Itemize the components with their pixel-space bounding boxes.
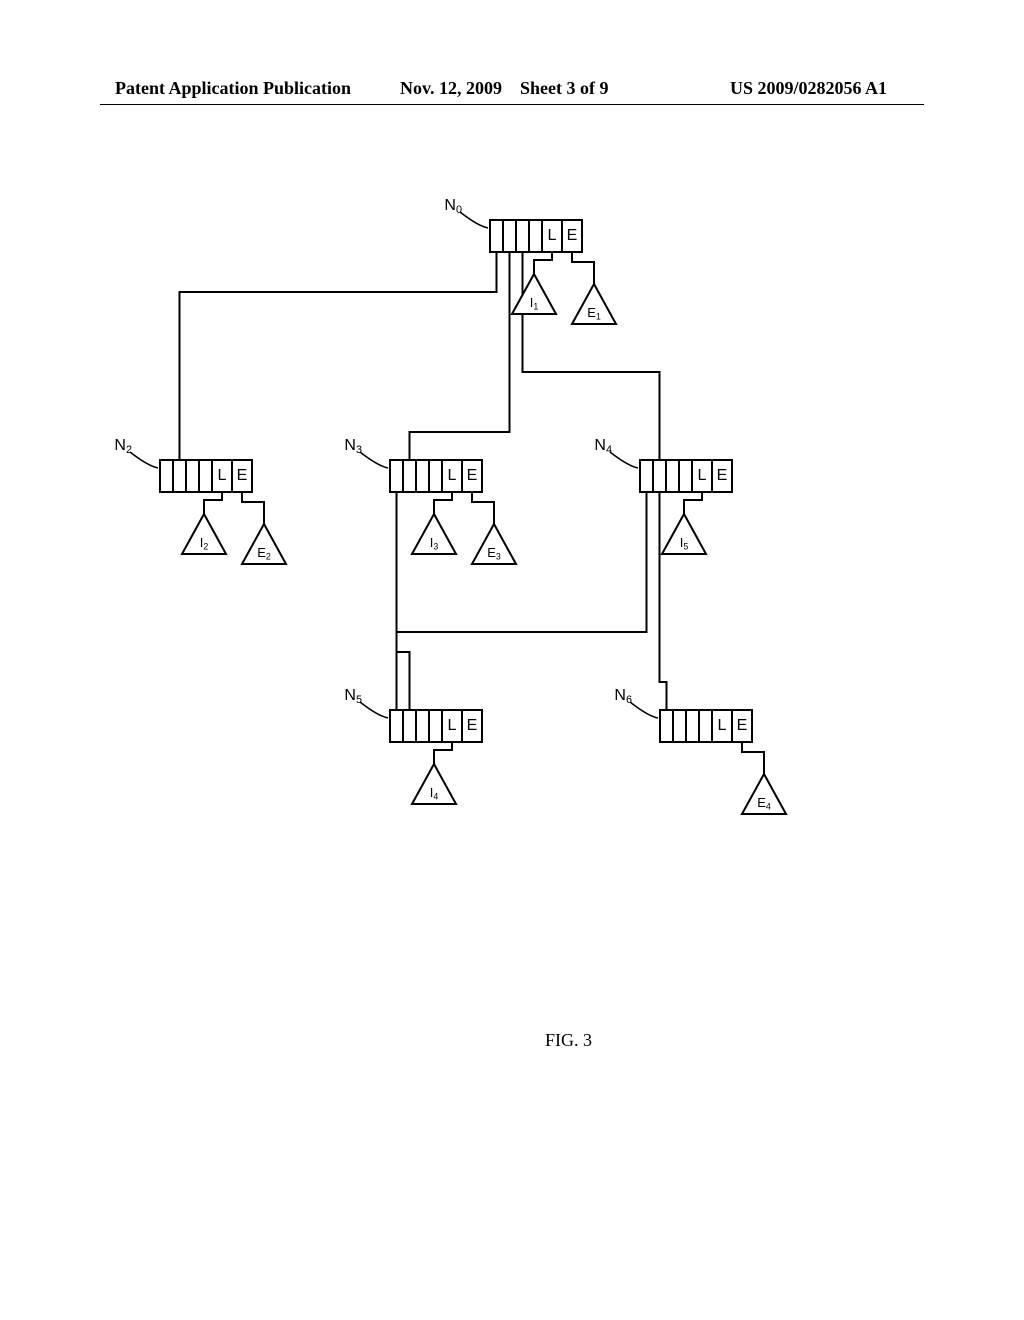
node-N0: LEN0I1E1 <box>444 197 616 324</box>
svg-text:E: E <box>717 467 728 484</box>
node-N2: LEN2I2E2 <box>114 437 286 564</box>
header-date: Nov. 12, 2009 Sheet 3 of 9 <box>400 78 609 99</box>
svg-text:E: E <box>467 717 478 734</box>
svg-text:E: E <box>237 467 248 484</box>
patent-page: Patent Application Publication Nov. 12, … <box>0 0 1024 1320</box>
node-N3: LEN3I3E3 <box>344 437 516 564</box>
svg-text:L: L <box>448 467 457 484</box>
header-pubnum: US 2009/0282056 A1 <box>730 78 887 99</box>
svg-text:N5: N5 <box>344 687 362 706</box>
svg-text:L: L <box>218 467 227 484</box>
header-sheet-text: Sheet 3 of 9 <box>520 78 609 98</box>
svg-text:E: E <box>737 717 748 734</box>
svg-text:N3: N3 <box>344 437 362 456</box>
header-rule <box>100 104 924 105</box>
svg-text:N4: N4 <box>594 437 612 456</box>
svg-text:E: E <box>567 227 578 244</box>
svg-text:N6: N6 <box>614 687 632 706</box>
figure-diagram: LEN0I1E1LEN2I2E2LEN3I3E3LEN4I5LEN5I4LEN6… <box>100 190 900 960</box>
svg-text:L: L <box>698 467 707 484</box>
node-N5: LEN5I4 <box>344 687 482 804</box>
svg-text:L: L <box>718 717 727 734</box>
svg-text:N2: N2 <box>114 437 132 456</box>
header-pub: Patent Application Publication <box>115 78 351 99</box>
svg-text:L: L <box>548 227 557 244</box>
svg-text:N0: N0 <box>444 197 462 216</box>
node-N6: LEN6E4 <box>614 687 786 814</box>
svg-text:L: L <box>448 717 457 734</box>
svg-text:E: E <box>467 467 478 484</box>
figure-caption: FIG. 3 <box>545 1030 592 1051</box>
header-date-text: Nov. 12, 2009 <box>400 78 502 98</box>
node-N4: LEN4I5 <box>594 437 732 554</box>
